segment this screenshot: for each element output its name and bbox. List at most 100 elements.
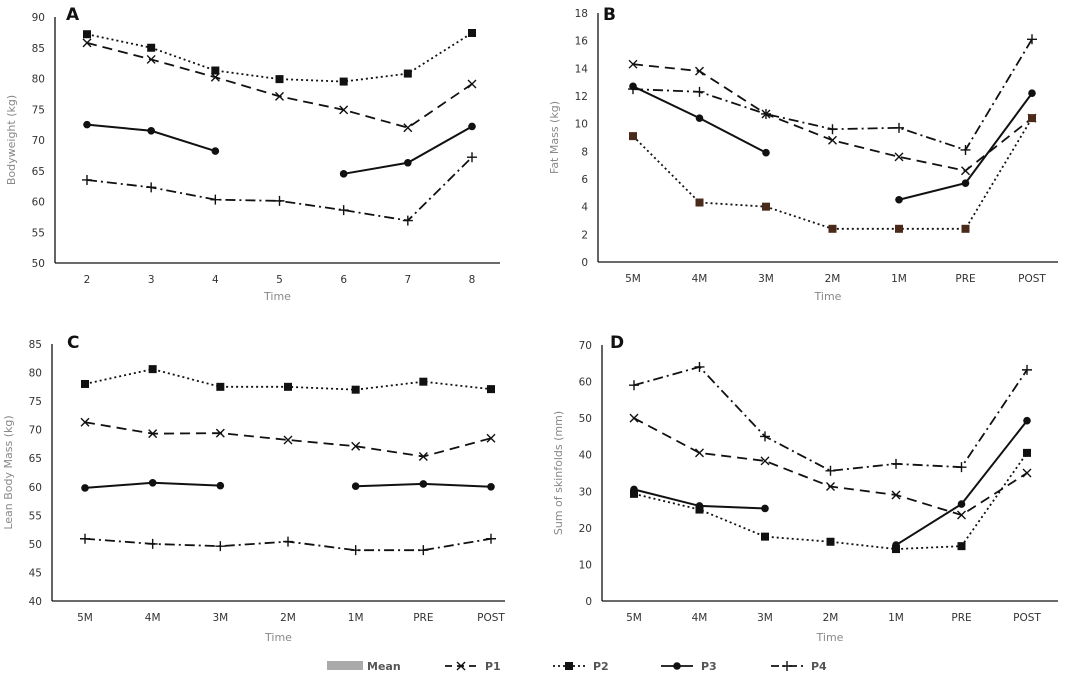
marker-square	[695, 198, 704, 207]
marker-plus	[147, 538, 158, 549]
marker-x	[826, 482, 835, 492]
series-line-P1	[86, 41, 473, 129]
y-tick-label: 8	[581, 146, 588, 158]
marker-x	[695, 66, 704, 76]
marker-circle	[216, 481, 225, 490]
marker-circle	[487, 482, 495, 491]
marker-plus	[827, 124, 838, 135]
marker-square	[403, 69, 412, 78]
series-P1	[80, 417, 496, 462]
marker-x	[403, 123, 413, 133]
x-tick-label: PRE	[951, 612, 971, 624]
panel-label: C	[67, 333, 79, 353]
y-tick-label: 18	[575, 8, 588, 20]
marker-x	[1022, 468, 1032, 478]
marker-plus	[1027, 34, 1037, 45]
marker-circle	[892, 541, 900, 549]
x-tick-label: 4M	[692, 273, 708, 285]
panel-label: B	[603, 5, 616, 25]
y-tick-label: 14	[575, 63, 589, 75]
x-tick-label: 5M	[77, 612, 93, 624]
x-tick-label: PRE	[413, 612, 433, 624]
legend-item-p2: P2	[553, 660, 609, 673]
series-line-P3	[895, 420, 1028, 546]
x-tick-label: 3M	[212, 612, 228, 624]
legend: Mean P1 P2 P3 P4	[327, 660, 827, 673]
y-tick-label: 50	[579, 413, 592, 425]
marker-x	[628, 59, 638, 69]
y-tick-label: 55	[29, 510, 42, 522]
y-tick-label: 50	[29, 539, 42, 551]
legend-swatch-mean	[327, 661, 363, 670]
legend-item-mean: Mean	[327, 660, 401, 673]
series-P3	[630, 416, 1031, 549]
series-P2	[83, 28, 476, 86]
series-P2	[629, 114, 1036, 233]
marker-square	[957, 542, 966, 551]
panel-label: A	[66, 5, 80, 25]
marker-plus	[350, 545, 361, 556]
marker-plus	[694, 86, 705, 97]
y-tick-label: 75	[32, 104, 45, 116]
marker-plus	[418, 545, 429, 556]
marker-plus	[629, 380, 639, 391]
y-tick-label: 45	[29, 567, 42, 579]
marker-x	[418, 452, 428, 462]
marker-plus	[80, 533, 90, 544]
marker-square	[275, 75, 284, 84]
marker-plus	[467, 152, 477, 163]
series-P3	[81, 478, 495, 492]
marker-square	[629, 132, 637, 141]
marker-plus	[891, 458, 901, 469]
marker-x	[467, 79, 477, 89]
x-tick-label: 3M	[758, 273, 774, 285]
panel-C: 40 45 50 55 60 65 70 75 80 85 5M 4M 3M 2M 1M PRE POST Tim…	[2, 333, 505, 644]
marker-plus	[894, 122, 904, 133]
x-tick-label: 3M	[757, 612, 773, 624]
marker-circle	[895, 195, 903, 204]
x-tick-label: 4M	[145, 612, 161, 624]
marker-square	[351, 385, 360, 394]
marker-x	[339, 105, 349, 115]
marker-x	[80, 417, 90, 427]
marker-square	[630, 489, 638, 498]
marker-circle	[148, 478, 157, 487]
y-axis-title: Sum of skinfolds (mm)	[552, 411, 565, 535]
marker-x	[82, 38, 92, 48]
marker-plus	[283, 536, 293, 547]
x-tick-label: POST	[477, 612, 505, 624]
marker-x	[961, 166, 970, 176]
y-tick-label: 0	[585, 596, 592, 608]
marker-x	[148, 429, 158, 439]
marker-circle	[957, 500, 966, 508]
x-tick-label: 7	[404, 274, 411, 286]
x-tick-label: 2	[84, 274, 91, 286]
y-tick-label: 60	[32, 197, 45, 209]
marker-plus	[486, 533, 496, 544]
marker-circle	[761, 504, 769, 513]
marker-x	[629, 413, 639, 423]
y-tick-label: 10	[575, 119, 588, 131]
y-tick-label: 80	[29, 368, 42, 380]
legend-label: P4	[811, 660, 827, 673]
legend-item-p3: P3	[661, 660, 717, 673]
marker-circle	[630, 485, 638, 494]
x-tick-label: 3	[148, 274, 155, 286]
marker-circle	[673, 662, 681, 670]
x-tick-label: 2M	[823, 612, 839, 624]
marker-circle	[81, 484, 89, 492]
panel-D: 0 10 20 30 40 50 60 70 5M 4M 3M 2M 1M PRE POST Time Sum …	[552, 333, 1058, 644]
marker-plus	[82, 174, 92, 185]
marker-x	[486, 433, 496, 443]
x-tick-label: 2M	[825, 273, 841, 285]
y-tick-label: 12	[575, 91, 588, 103]
y-tick-label: 65	[32, 166, 45, 178]
marker-circle	[762, 148, 770, 157]
marker-circle	[83, 120, 91, 129]
marker-circle	[468, 122, 476, 131]
marker-x	[456, 661, 466, 671]
marker-circle	[695, 114, 704, 122]
marker-square	[828, 224, 837, 233]
marker-x	[210, 72, 220, 82]
x-axis-title: Time	[814, 290, 842, 303]
